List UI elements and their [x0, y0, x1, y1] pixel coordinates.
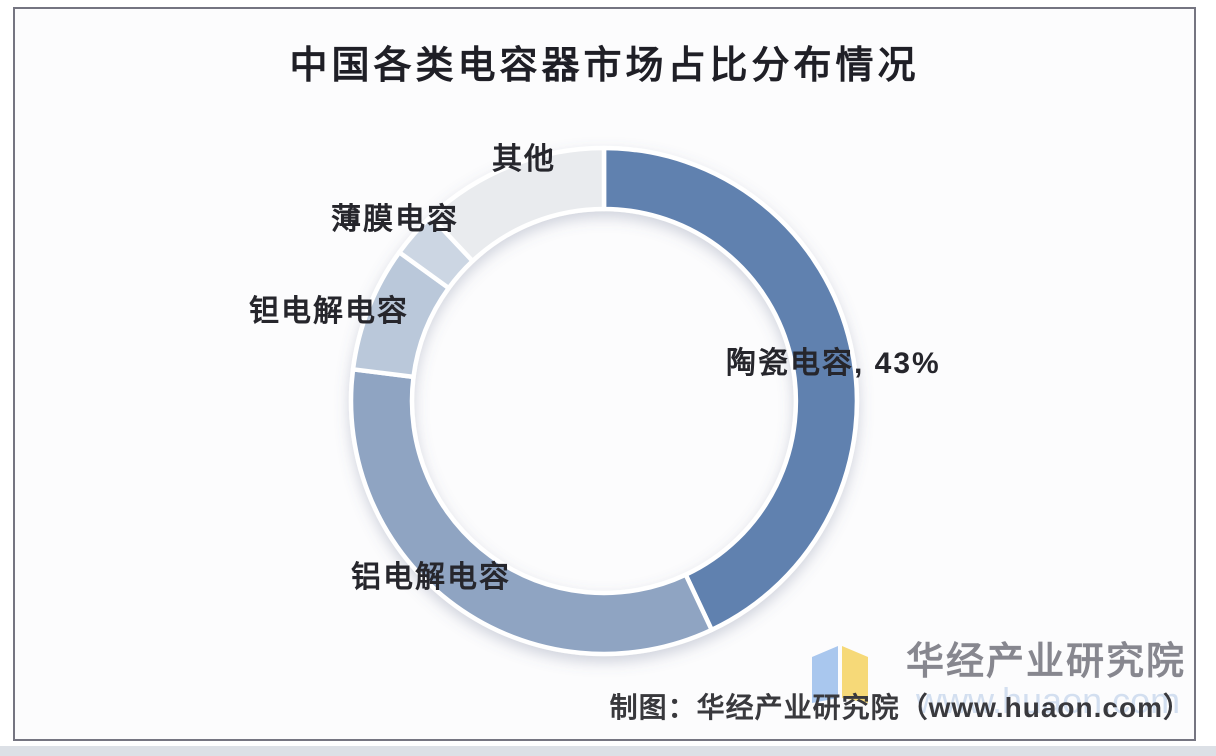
logo-left-page: [812, 646, 838, 703]
donut-slice-5-其他: [428, 145, 607, 264]
org-name-text: 华经产业研究院: [906, 641, 1187, 683]
donut-slice-1-陶瓷电容: [601, 145, 860, 633]
donut-slices-group: [348, 145, 860, 657]
site-watermark: www.huaon.com: [916, 680, 1181, 721]
callout-label-aluminum-electrolytic: 铝电解电容: [351, 561, 511, 594]
callout-label-film-capacitor: 薄膜电容: [331, 203, 459, 236]
callout-label-other: 其他: [492, 143, 556, 176]
donut-slice-2-铝电解电容: [348, 367, 714, 657]
source-caption: 制图：华经产业研究院（www.huaon.com）: [609, 692, 1192, 723]
page-bottom-edge: [0, 746, 1216, 756]
logo-right-page: [842, 646, 868, 703]
callout-label-tantalum-electrolytic: 钽电解电容: [249, 295, 409, 328]
chart-title: 中国各类电容器市场占比分布情况: [289, 45, 920, 87]
huajing-open-book-logo-icon: [812, 646, 868, 703]
callout-label-ceramic-capacitor: 陶瓷电容, 43%: [726, 347, 941, 380]
